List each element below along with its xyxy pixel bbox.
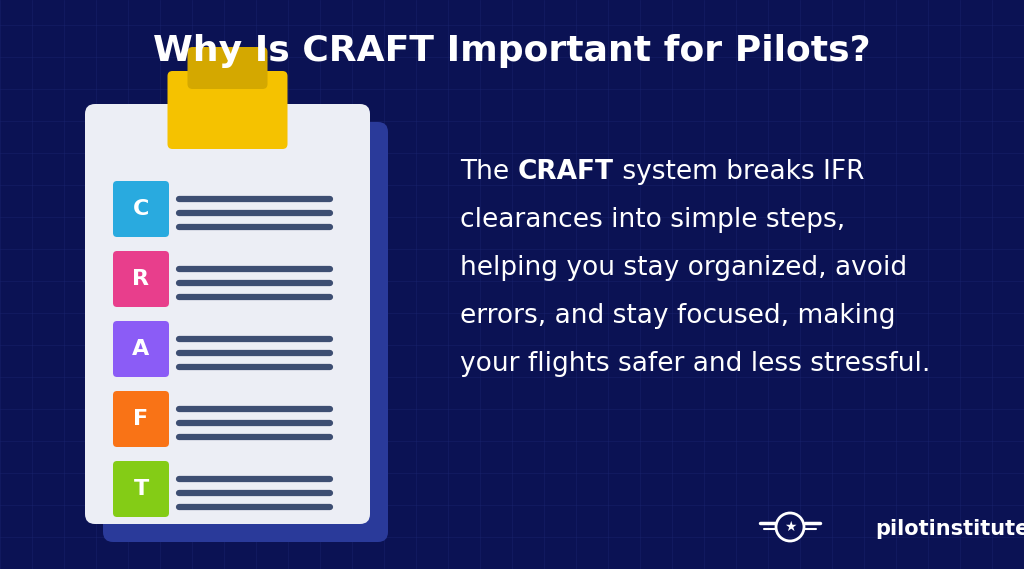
Text: F: F xyxy=(133,409,148,429)
Text: helping you stay organized, avoid: helping you stay organized, avoid xyxy=(460,255,907,281)
FancyBboxPatch shape xyxy=(113,391,169,447)
Text: ★: ★ xyxy=(783,520,797,534)
Text: C: C xyxy=(133,199,150,219)
FancyBboxPatch shape xyxy=(168,71,288,149)
Text: A: A xyxy=(132,339,150,359)
FancyBboxPatch shape xyxy=(187,47,267,89)
FancyBboxPatch shape xyxy=(85,104,370,524)
FancyBboxPatch shape xyxy=(113,461,169,517)
Text: Why Is CRAFT Important for Pilots?: Why Is CRAFT Important for Pilots? xyxy=(154,34,870,68)
Text: The: The xyxy=(460,159,517,185)
FancyBboxPatch shape xyxy=(113,181,169,237)
Text: clearances into simple steps,: clearances into simple steps, xyxy=(460,207,845,233)
Text: R: R xyxy=(132,269,150,289)
Text: pilotinstitute: pilotinstitute xyxy=(874,519,1024,539)
Text: T: T xyxy=(133,479,148,499)
Text: errors, and stay focused, making: errors, and stay focused, making xyxy=(460,303,896,329)
Text: CRAFT: CRAFT xyxy=(517,159,613,185)
FancyBboxPatch shape xyxy=(103,122,388,542)
FancyBboxPatch shape xyxy=(113,321,169,377)
Text: system breaks IFR: system breaks IFR xyxy=(613,159,864,185)
Text: your flights safer and less stressful.: your flights safer and less stressful. xyxy=(460,351,931,377)
FancyBboxPatch shape xyxy=(113,251,169,307)
